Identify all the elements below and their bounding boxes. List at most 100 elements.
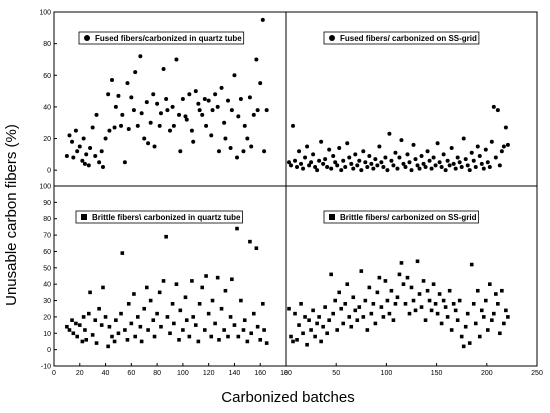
top-right-point (495, 108, 500, 113)
top-right-point (449, 146, 454, 151)
top-left-point (100, 165, 105, 170)
legends: Fused fibers/carbonized in quartz tube Fu… (75, 31, 480, 224)
bottom-right-point (496, 302, 500, 306)
top-right-point (473, 165, 478, 170)
top-right-point (415, 163, 420, 168)
bottom-left-point (145, 285, 149, 290)
bottom-left-legend-marker (81, 214, 87, 220)
top-right-point (447, 163, 452, 168)
top-right-point (313, 165, 318, 170)
bottom-left-point (75, 334, 79, 339)
bottom-left-legend-box (75, 210, 243, 224)
top-right-point (365, 165, 370, 170)
bottom-right-point (504, 308, 508, 313)
top-right-legend-marker (329, 35, 335, 41)
top-left-point (242, 123, 247, 128)
y-axis-title: Unusable carbon fibers (%) (3, 124, 20, 306)
bottom-left-point (159, 324, 163, 329)
bottom-right-point (453, 308, 458, 313)
top-left-point (67, 133, 72, 138)
top-right-point (431, 155, 436, 160)
bottom-right-point (419, 305, 424, 309)
bottom-right-point (451, 302, 456, 306)
bottom-left-xtick-label: 140 (229, 370, 241, 377)
bottom-right-legend: Brittle fibers/ carbonized on SS-grid (323, 210, 479, 224)
bottom-right-point (335, 328, 340, 332)
top-left-ytick-label: 80 (43, 41, 51, 48)
bottom-right-point (331, 311, 335, 316)
top-left-point (158, 111, 163, 116)
bottom-left-point (242, 318, 247, 322)
top-left-point (84, 152, 89, 157)
bottom-right-point (435, 311, 440, 316)
top-right-point (433, 163, 438, 168)
top-right-point (287, 160, 292, 165)
top-right-point (335, 163, 340, 168)
bottom-right-point (421, 279, 426, 283)
top-left-point (112, 125, 117, 130)
top-left-ytick-label: 20 (43, 136, 51, 143)
bottom-right-point (441, 298, 446, 303)
top-right-point (395, 166, 400, 171)
bottom-right-point (287, 306, 291, 311)
bottom-right-point (399, 261, 404, 265)
bottom-right-point (327, 318, 331, 322)
top-left-point (116, 93, 121, 98)
top-left-point (206, 98, 211, 103)
bottom-right-point (469, 262, 474, 267)
bottom-right-point (459, 334, 464, 339)
top-left-point (238, 97, 243, 101)
bottom-right-point (321, 324, 325, 329)
bottom-left-point (178, 308, 183, 313)
bottom-right-xtick-label: 0 (284, 370, 288, 377)
top-right-point (361, 149, 366, 154)
bottom-right-point (343, 302, 348, 306)
bottom-right-point (411, 298, 416, 303)
bottom-left-point (264, 341, 269, 345)
bottom-right-point (341, 321, 346, 326)
top-left-point (165, 108, 170, 113)
bottom-left-point (203, 328, 207, 332)
top-right-point (401, 161, 406, 166)
bottom-right-point (367, 285, 372, 290)
top-right-point (399, 138, 404, 143)
top-right-point (331, 153, 336, 158)
bottom-right-point (301, 331, 305, 336)
bottom-right-point (361, 315, 366, 319)
top-right-legend: Fused fibers/ carbonized on SS-grid (323, 31, 480, 45)
bottom-left-ytick-label: 90 (43, 200, 51, 207)
top-left-point (245, 136, 250, 141)
bottom-left-point (197, 302, 202, 306)
top-left-point (152, 144, 157, 149)
top-right-point (363, 160, 368, 165)
bottom-left-point (165, 315, 170, 319)
top-left-point (144, 100, 149, 105)
bottom-right-point (337, 290, 342, 295)
bottom-left-ytick-label: 20 (43, 314, 51, 321)
bottom-left-point (210, 298, 215, 303)
bottom-right-point (289, 334, 293, 339)
bottom-left-point (157, 290, 162, 295)
top-right-point (341, 158, 346, 163)
top-right-point (327, 147, 332, 152)
bottom-left-point (80, 339, 85, 344)
top-right-point (483, 147, 488, 152)
top-left-point (138, 54, 143, 59)
bottom-left-ytick-label: 0 (47, 347, 51, 354)
bottom-right-point (315, 321, 319, 326)
top-left-point (255, 108, 260, 113)
bottom-right-point (431, 282, 436, 286)
bottom-right-point (371, 302, 376, 306)
top-right-legend-label: Fused fibers/ carbonized on SS-grid (340, 34, 477, 43)
bottom-left-point (222, 328, 226, 332)
bottom-left-point (93, 318, 98, 322)
top-left-legend-marker (84, 35, 90, 41)
top-left-point (142, 136, 147, 141)
top-left-point (196, 101, 201, 106)
bottom-left-point (187, 334, 192, 339)
top-right-point (325, 165, 330, 170)
top-right-point (351, 166, 356, 171)
top-left-point (73, 128, 78, 133)
bottom-left-point (155, 311, 159, 316)
bottom-right-point (293, 311, 297, 316)
